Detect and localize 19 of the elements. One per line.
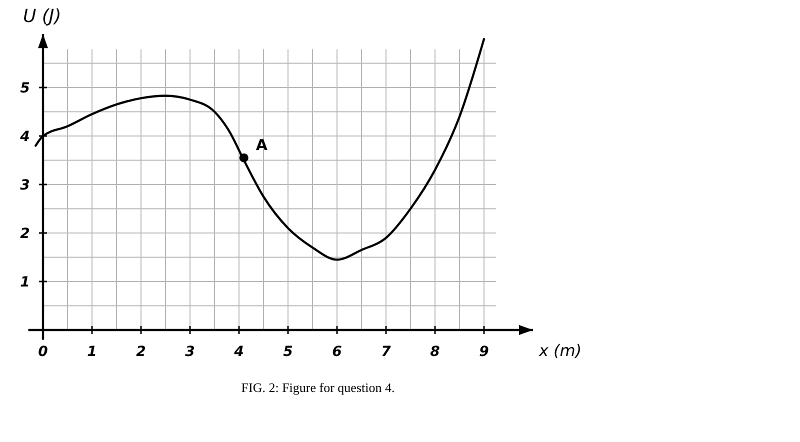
y-tick-label: 3 xyxy=(20,178,30,194)
x-tick-label: 4 xyxy=(233,344,244,360)
x-tick-label: 9 xyxy=(479,344,490,360)
x-tick-label: 0 xyxy=(38,344,48,360)
x-tick-label: 5 xyxy=(283,344,294,360)
y-tick-label: 1 xyxy=(20,274,30,290)
x-tick-label: 7 xyxy=(381,344,392,360)
x-tick-label: 3 xyxy=(185,344,195,360)
x-tick-label: 8 xyxy=(430,344,440,360)
annotation: A xyxy=(256,136,268,154)
y-tick-label: 4 xyxy=(19,129,30,145)
caption: FIG. 2: Figure for question 4. xyxy=(241,380,395,395)
y-axis-title: U (J) xyxy=(23,6,62,28)
y-tick-label: 2 xyxy=(20,226,30,242)
x-tick-label: 1 xyxy=(87,344,97,360)
x-tick-label: 6 xyxy=(332,344,342,360)
x-axis-title: x (m) xyxy=(538,341,582,360)
x-tick-label: 2 xyxy=(136,344,146,360)
y-tick-label: 5 xyxy=(20,80,30,96)
